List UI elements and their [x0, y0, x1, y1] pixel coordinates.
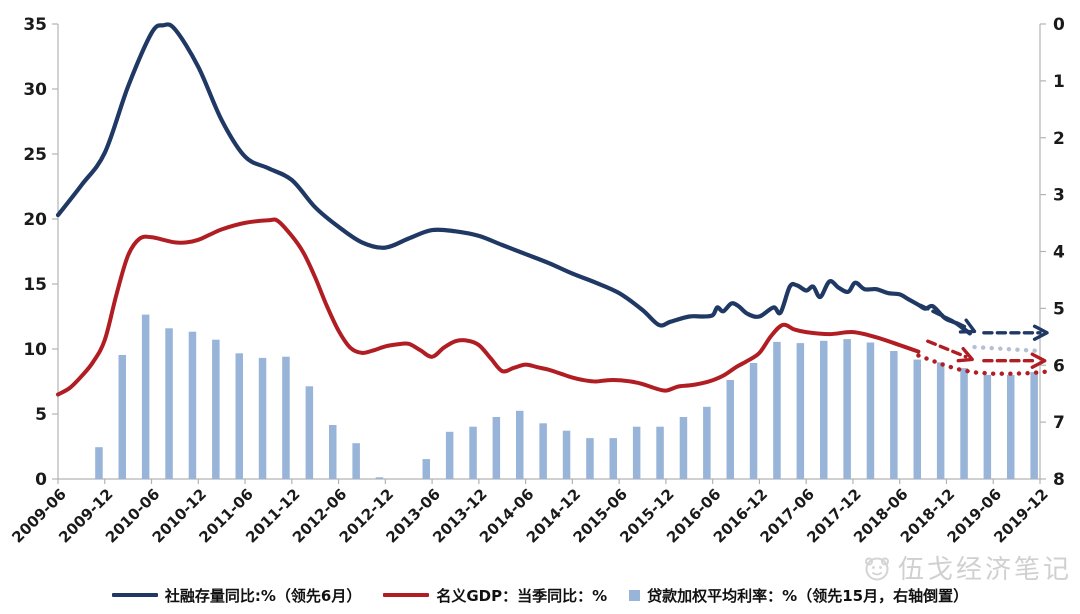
loan-rate-bar	[703, 406, 711, 479]
loan-rate-bar	[212, 339, 220, 479]
loan-rate-bar	[726, 380, 734, 479]
left-axis-tick-label: 15	[23, 275, 47, 295]
loan-rate-bar	[188, 331, 197, 479]
legend-item-social-financing: 社融存量同比:%（领先6月）	[111, 585, 362, 606]
left-axis-tick-label: 20	[23, 210, 47, 230]
loan-rate-bar	[539, 423, 547, 479]
loan-rate-bar	[235, 353, 243, 479]
legend-item-nominal-gdp: 名义GDP：当季同比：%	[383, 585, 607, 606]
loan-rate-bar	[445, 431, 454, 479]
red-dotted-forecast	[916, 353, 1047, 376]
right-axis-tick-label: 0	[1053, 15, 1065, 35]
social-financing-line	[55, 22, 972, 336]
forecast-annotations	[916, 303, 1049, 376]
axes	[52, 23, 1046, 484]
right-axis-tick-label: 2	[1053, 129, 1065, 149]
loan-rate-bar	[679, 417, 688, 479]
legend-line-marker-blue	[111, 593, 158, 597]
left-axis-tick-label: 25	[23, 145, 47, 165]
left-axis-tick-label: 10	[23, 340, 47, 360]
loan-rate-bar	[282, 356, 290, 479]
red-dashed-horizontal-arrow-head	[1030, 352, 1047, 369]
loan-rate-bar	[632, 426, 641, 479]
legend-label-loan-rate: 贷款加权平均利率：%（领先15月，右轴倒置）	[647, 586, 969, 605]
loan-rate-bar	[469, 426, 477, 479]
loan-rate-bar	[936, 362, 945, 479]
right-axis-tick-label: 3	[1053, 186, 1065, 206]
right-axis-tick-label: 6	[1053, 356, 1065, 376]
loan-rate-bar	[329, 425, 337, 479]
loan-rate-bar	[516, 410, 524, 480]
legend-label-social-financing: 社融存量同比:%（领先6月）	[164, 586, 362, 605]
loan-rate-bar	[1007, 374, 1015, 479]
legend-label-nominal-gdp: 名义GDP：当季同比：%	[436, 586, 608, 605]
loan-rate-bar	[352, 443, 360, 479]
blue-dashed-diagonal-arrow	[919, 303, 970, 331]
loan-rate-bar	[866, 342, 875, 479]
right-axis-tick-label: 4	[1053, 243, 1065, 263]
gray-dotted-line	[972, 344, 1040, 354]
loan-rate-bar	[562, 430, 571, 479]
loan-rate-bar	[749, 363, 758, 479]
loan-rate-bar	[1030, 372, 1038, 479]
loan-rate-bar	[165, 328, 173, 479]
nominal-gdp-line	[56, 217, 921, 397]
loan-rate-bar	[422, 459, 430, 479]
left-axis-tick-label: 30	[23, 80, 47, 100]
loan-rate-bar	[258, 357, 267, 479]
loan-rate-bar	[913, 359, 921, 479]
loan-rate-bar	[773, 341, 781, 479]
loan-rate-bar	[820, 340, 828, 479]
left-axis-tick-label: 0	[35, 470, 47, 490]
left-axis-tick-label: 35	[23, 15, 47, 35]
right-axis-tick-label: 5	[1053, 299, 1065, 319]
chart-legend: 社融存量同比:%（领先6月） 名义GDP：当季同比：% 贷款加权平均利率：%（领…	[0, 582, 1080, 608]
loan-rate-bar	[890, 351, 898, 479]
right-axis-tick-label: 7	[1053, 413, 1065, 433]
loan-rate-bar	[960, 368, 968, 479]
loan-rate-bar	[609, 438, 617, 479]
legend-line-marker-red	[383, 593, 430, 597]
loan-rate-bar	[141, 314, 150, 479]
right-axis-tick-label: 8	[1053, 470, 1065, 490]
loan-rate-bar	[656, 426, 664, 479]
right-axis-tick-label: 1	[1053, 72, 1065, 92]
blue-dashed-diagonal-arrow-head	[958, 318, 977, 334]
loan-rate-bar	[375, 477, 384, 479]
blue-dashed-horizontal-arrow-head	[1032, 324, 1049, 341]
loan-rate-bar	[586, 438, 594, 479]
loan-rate-bar	[95, 447, 103, 479]
loan-rate-bar	[305, 386, 314, 479]
loan-rate-bar	[118, 355, 126, 479]
loan-rate-bar	[492, 417, 501, 479]
loan-rate-bar	[843, 339, 851, 479]
left-axis-tick-label: 5	[35, 405, 47, 425]
loan-rate-bar	[796, 343, 805, 479]
loan-rate-bar	[983, 374, 992, 479]
loan-rate-bars	[95, 314, 1038, 480]
legend-square-marker-lightblue	[629, 589, 641, 601]
red-dashed-diagonal-arrow	[926, 339, 968, 359]
legend-item-loan-rate: 贷款加权平均利率：%（领先15月，右轴倒置）	[629, 585, 968, 606]
red-dashed-diagonal-arrow-head	[956, 347, 974, 363]
